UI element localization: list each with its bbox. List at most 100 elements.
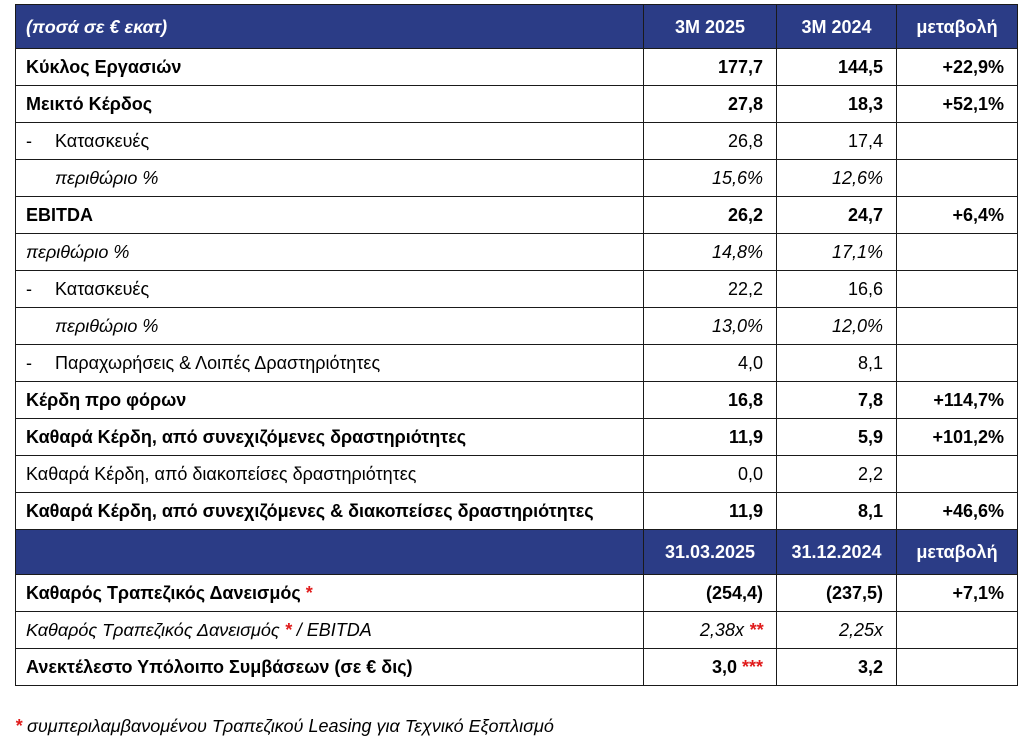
row-change [896,233,1018,271]
row-value-2025: 177,7 [643,48,777,86]
row-value-2024: 2,2 [776,455,897,493]
row-value-2024: 17,4 [776,122,897,160]
row-label: Μεικτό Κέρδος [15,85,644,123]
row-value-2024: 24,7 [776,196,897,234]
table-row: EBITDA 26,2 24,7 +6,4% [15,196,1018,234]
row-change: +101,2% [896,418,1018,456]
row-label: Κατασκευές [55,279,150,299]
row-value-2025: 15,6% [643,159,777,197]
row-change [896,270,1018,308]
footnote: * συμπεριλαμβανομένου Τραπεζικού Leasing… [15,716,554,737]
table-row: Καθαρός Τραπεζικός Δανεισμός * / EBITDA … [15,611,1018,649]
row-label: Κύκλος Εργασιών [15,48,644,86]
row-label: Καθαρά Κέρδη, από συνεχιζόμενες & διακοπ… [15,492,644,530]
row-label: Ανεκτέλεστο Υπόλοιπο Συμβάσεων (σε € δις… [15,648,644,686]
row-value-2025: 2,38x [699,620,744,640]
row-label: Καθαρά Κέρδη, από διακοπείσες δραστηριότ… [15,455,644,493]
asterisk-mark: *** [741,657,763,677]
table-row: περιθώριο % 14,8% 17,1% [15,233,1018,271]
table-row: - Κατασκευές 22,2 16,6 [15,270,1018,308]
table-row: περιθώριο % 13,0% 12,0% [15,307,1018,345]
header-3m-2024: 3M 2024 [776,4,897,49]
row-label: EBITDA [15,196,644,234]
row-change: +7,1% [896,574,1018,612]
row-label: Καθαρός Τραπεζικός Δανεισμός [26,583,301,603]
row-label-cell: - Κατασκευές [15,270,644,308]
table-row: Ανεκτέλεστο Υπόλοιπο Συμβάσεων (σε € δις… [15,648,1018,686]
row-value-2025: 22,2 [643,270,777,308]
row-value-2025: 3,0 [711,657,737,677]
row-value-2025: 26,8 [643,122,777,160]
row-label-cell: - Κατασκευές [15,122,644,160]
row-change: +46,6% [896,492,1018,530]
row-dash: - [26,131,32,151]
table-row: Κέρδη προ φόρων 16,8 7,8 +114,7% [15,381,1018,419]
row-label: Καθαρός Τραπεζικός Δανεισμός [26,620,280,640]
row-change: +114,7% [896,381,1018,419]
row-label: περιθώριο % [15,307,644,345]
row-value-2024: 3,2 [776,648,897,686]
row-label: Κατασκευές [55,131,150,151]
results-table-container: (ποσά σε € εκατ) 3M 2025 3M 2024 μεταβολ… [15,4,1018,686]
row-value-2025: 11,9 [643,418,777,456]
footnote-text: συμπεριλαμβανομένου Τραπεζικού Leasing γ… [27,716,554,736]
table-row: Καθαρός Τραπεζικός Δανεισμός * (254,4) (… [15,574,1018,612]
row-value-2025: 0,0 [643,455,777,493]
row-label: Κέρδη προ φόρων [15,381,644,419]
row-value-2025: 4,0 [643,344,777,382]
table-header-row: (ποσά σε € εκατ) 3M 2025 3M 2024 μεταβολ… [15,4,1018,49]
row-label-cell: Καθαρός Τραπεζικός Δανεισμός * / EBITDA [15,611,644,649]
table-row: Μεικτό Κέρδος 27,8 18,3 +52,1% [15,85,1018,123]
table-row: Καθαρά Κέρδη, από διακοπείσες δραστηριότ… [15,455,1018,493]
row-value-2024: 7,8 [776,381,897,419]
row-change [896,159,1018,197]
row-value-2025: 14,8% [643,233,777,271]
row-value-2025: 27,8 [643,85,777,123]
row-label: Καθαρά Κέρδη, από συνεχιζόμενες δραστηρι… [15,418,644,456]
row-value-2025: (254,4) [643,574,777,612]
table-row: Καθαρά Κέρδη, από συνεχιζόμενες & διακοπ… [15,492,1018,530]
row-value-2024: 2,25x [776,611,897,649]
row-value-2024: 12,6% [776,159,897,197]
row-value-2025-cell: 3,0 *** [643,648,777,686]
asterisk-mark: * [305,583,313,603]
row-label-suffix: / EBITDA [296,620,372,640]
row-change [896,307,1018,345]
table-row: περιθώριο % 15,6% 12,6% [15,159,1018,197]
table-row: Καθαρά Κέρδη, από συνεχιζόμενες δραστηρι… [15,418,1018,456]
row-dash: - [26,353,32,373]
row-change [896,344,1018,382]
header2-change: μεταβολή [896,529,1018,575]
row-value-2025: 11,9 [643,492,777,530]
row-label: Παραχωρήσεις & Λοιπές Δραστηριότητες [55,353,381,373]
row-value-2025: 26,2 [643,196,777,234]
header-change: μεταβολή [896,4,1018,49]
balance-header-row: 31.03.2025 31.12.2024 μεταβολή [15,529,1018,575]
row-value-2024: 17,1% [776,233,897,271]
row-change [896,122,1018,160]
asterisk-mark: * [284,620,292,640]
table-row: Κύκλος Εργασιών 177,7 144,5 +22,9% [15,48,1018,86]
row-change [896,611,1018,649]
financial-results-table: (ποσά σε € εκατ) 3M 2025 3M 2024 μεταβολ… [15,4,1018,686]
row-change: +22,9% [896,48,1018,86]
row-value-2025: 16,8 [643,381,777,419]
row-value-2025: 13,0% [643,307,777,345]
row-label: περιθώριο % [15,233,644,271]
header-31-12-2024: 31.12.2024 [776,529,897,575]
row-change [896,648,1018,686]
row-value-2025-cell: 2,38x ** [643,611,777,649]
header-units-label: (ποσά σε € εκατ) [15,4,644,49]
footnote-asterisk: * [15,716,23,736]
row-value-2024: 144,5 [776,48,897,86]
header-31-03-2025: 31.03.2025 [643,529,777,575]
row-change: +52,1% [896,85,1018,123]
row-dash: - [26,279,32,299]
row-value-2024: 18,3 [776,85,897,123]
header-3m-2025: 3M 2025 [643,4,777,49]
row-label-cell: - Παραχωρήσεις & Λοιπές Δραστηριότητες [15,344,644,382]
row-change: +6,4% [896,196,1018,234]
header2-label [15,529,644,575]
table-row: - Παραχωρήσεις & Λοιπές Δραστηριότητες 4,… [15,344,1018,382]
table-row: - Κατασκευές 26,8 17,4 [15,122,1018,160]
